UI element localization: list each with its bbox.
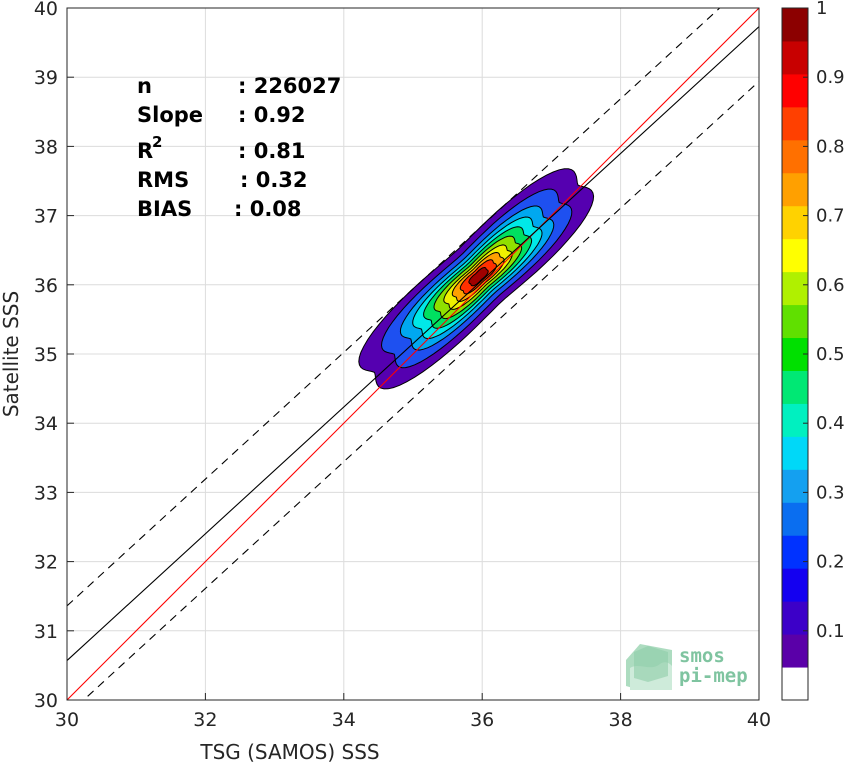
stats-annotation: n : 226027 Slope : 0.92 R 2 : 0.81 RMS :… (137, 74, 341, 221)
colorbar-segment (782, 271, 808, 306)
colorbar-segment (782, 535, 808, 569)
x-tick-label: 32 (193, 709, 217, 731)
stat-n-label: n (137, 74, 152, 98)
colorbar-segment (782, 634, 808, 668)
regression-line (67, 26, 759, 661)
y-axis-ticks: 30 31 32 33 34 35 36 37 38 39 40 (34, 0, 74, 712)
stat-bias-value: : 0.08 (234, 197, 302, 221)
colorbar-tick-label: 0.5 (816, 344, 845, 365)
lower-bound-line (82, 80, 759, 700)
colorbar-segment (782, 73, 808, 108)
stat-r2-label: R (137, 139, 153, 163)
y-tick-label: 31 (34, 621, 58, 643)
colorbar-tick-label: 0.1 (816, 621, 845, 642)
density-contours (358, 168, 595, 390)
y-tick-label: 38 (34, 136, 58, 158)
y-tick-label: 30 (34, 690, 58, 712)
colorbar-tick-label: 0.9 (816, 67, 845, 88)
y-tick-label: 32 (34, 552, 58, 574)
stat-slope-label: Slope (137, 103, 203, 127)
x-tick-label: 36 (470, 709, 494, 731)
colorbar-segment (782, 40, 808, 75)
stat-bias-label: BIAS (137, 197, 192, 221)
colorbar-tick-label: 0.8 (816, 136, 845, 157)
contour-level-0_95 (468, 267, 489, 287)
reference-lines (67, 8, 759, 700)
logo-line1: smos (679, 645, 725, 667)
smos-pi-mep-logo: smos pi-mep (626, 644, 748, 690)
colorbar-tick-label: 0.2 (816, 552, 845, 573)
stat-n-value: : 226027 (238, 74, 341, 98)
colorbar-segment (782, 238, 808, 273)
colorbar-tick-label: 0.3 (816, 482, 845, 503)
identity-line (67, 8, 759, 700)
y-tick-label: 33 (34, 482, 58, 504)
x-axis-ticks: 30 32 34 36 38 40 (55, 693, 771, 731)
y-tick-label: 40 (34, 0, 58, 20)
colorbar-segment (782, 304, 808, 339)
colorbar-segment (782, 502, 808, 536)
x-tick-label: 34 (332, 709, 356, 731)
colorbar-segment (782, 106, 808, 141)
x-axis-label: TSG (SAMOS) SSS (199, 740, 379, 764)
colorbar-segment (782, 403, 808, 437)
y-tick-label: 36 (34, 275, 58, 297)
upper-bound-line (67, 8, 721, 607)
logo-wave-icon (626, 644, 672, 690)
x-tick-label: 38 (609, 709, 633, 731)
grid (66, 7, 760, 701)
colorbar-segment (782, 172, 808, 207)
colorbar-segment (782, 667, 808, 701)
stat-slope-value: : 0.92 (238, 103, 306, 127)
colorbar-tick-label: 1 (816, 0, 827, 19)
x-tick-label: 40 (747, 709, 771, 731)
colorbar-segment (782, 370, 808, 404)
y-tick-label: 39 (34, 67, 58, 89)
colorbar-segment (782, 139, 808, 174)
colorbar-tick-label: 0.4 (816, 413, 845, 434)
colorbar-segment (782, 469, 808, 503)
colorbar-segment (782, 601, 808, 635)
y-tick-label: 35 (34, 344, 58, 366)
y-tick-label: 37 (34, 206, 58, 228)
stat-r2-value: : 0.81 (238, 139, 306, 163)
logo-line2: pi-mep (679, 665, 748, 687)
colorbar-segment (782, 436, 808, 470)
colorbar-segment (782, 8, 808, 42)
colorbar-ticks: 0.1 0.2 0.3 0.4 0.5 0.6 0.7 0.8 0.9 1 (803, 0, 845, 642)
colorbar-segment (782, 205, 808, 240)
colorbar-tick-label: 0.6 (816, 275, 845, 296)
y-axis-label: Satellite SSS (0, 291, 23, 417)
stat-r2-sup: 2 (152, 133, 162, 151)
stat-rms-value: : 0.32 (240, 168, 308, 192)
colorbar (781, 7, 809, 701)
colorbar-tick-label: 0.7 (816, 206, 845, 227)
stat-rms-label: RMS (137, 168, 189, 192)
colorbar-segment (782, 568, 808, 602)
y-tick-label: 34 (34, 413, 58, 435)
x-tick-label: 30 (55, 709, 79, 731)
